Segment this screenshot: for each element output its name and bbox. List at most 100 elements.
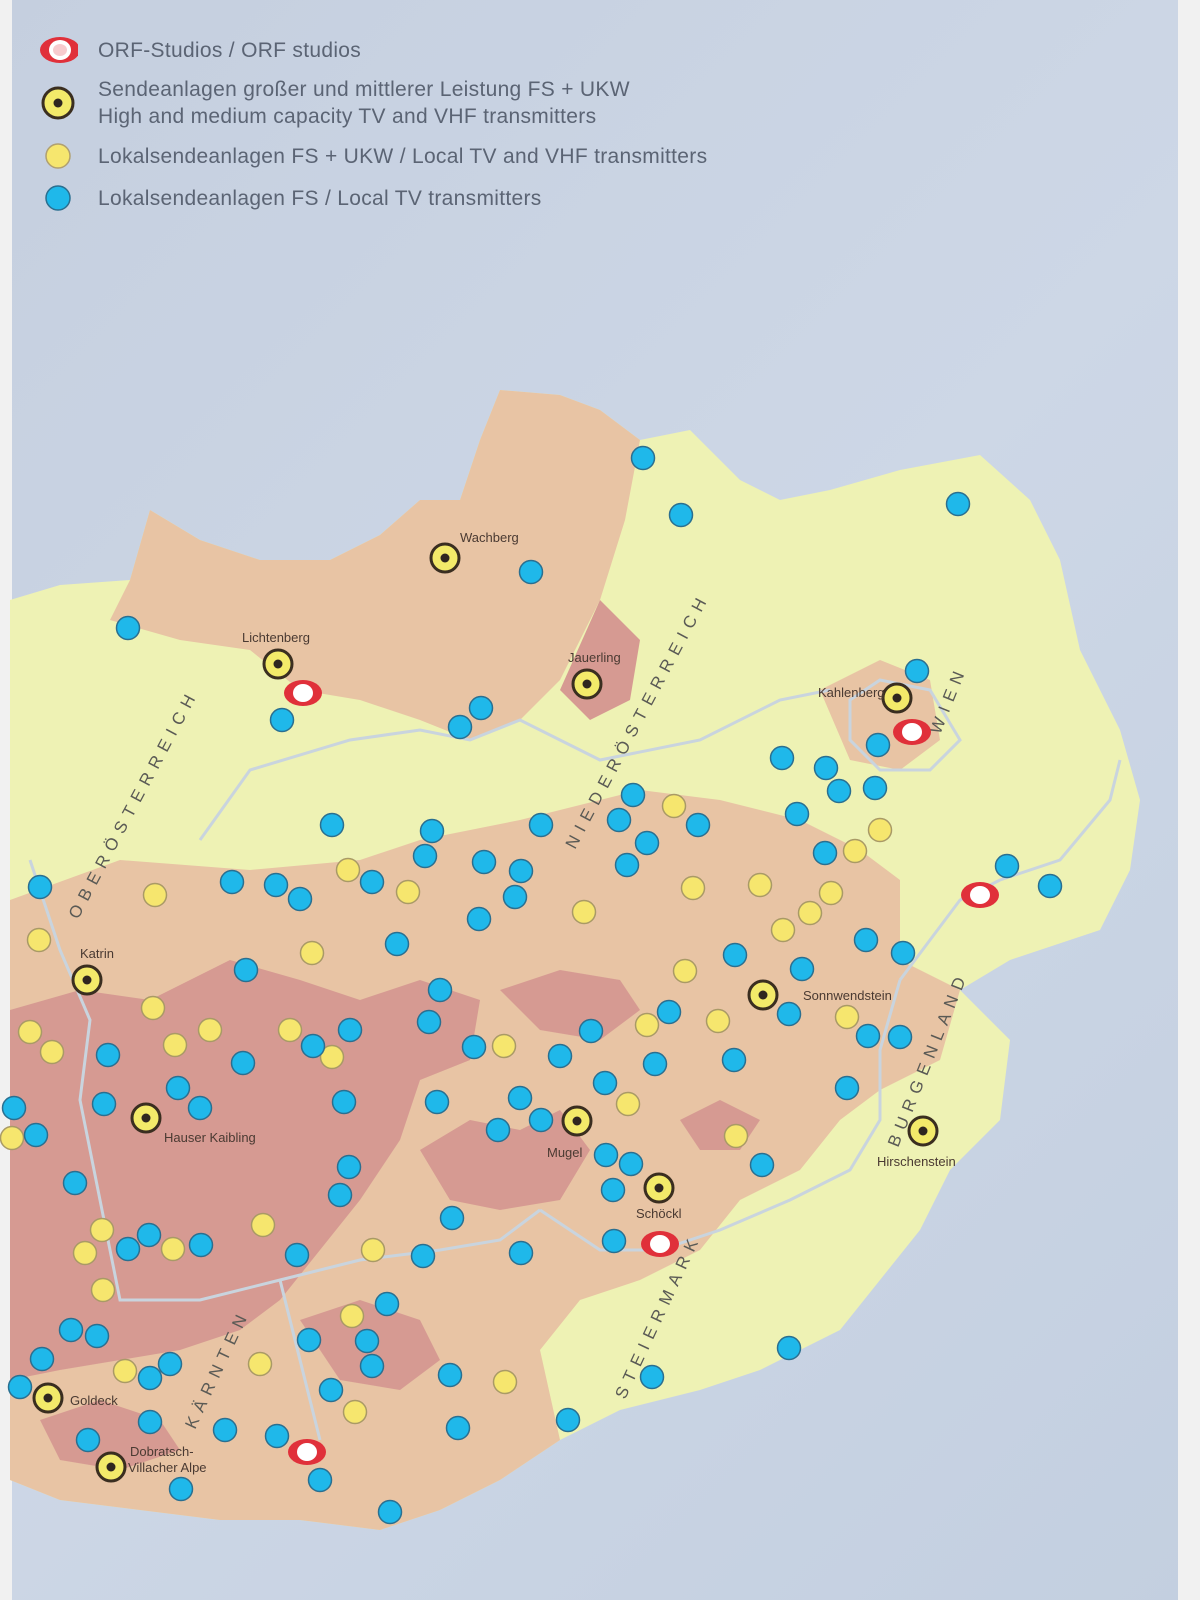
orf-studio-icon-center — [970, 886, 990, 904]
orf-studio-marker — [641, 1231, 679, 1257]
local-tv-transmitter-marker — [331, 1089, 357, 1115]
local-tv-transmitter-marker — [188, 1232, 214, 1258]
transmitter-center-dot — [273, 659, 283, 669]
high-capacity-transmitter-marker — [71, 964, 103, 996]
local-tv-transmitter-marker — [865, 732, 891, 758]
local-tv-vhf-transmitter-marker — [797, 900, 823, 926]
local-tv-transmitter-marker — [337, 1017, 363, 1043]
local-tv-transmitter-marker — [327, 1182, 353, 1208]
orf-studio-icon — [38, 34, 78, 66]
local-tv-vhf-transmitter-marker — [112, 1358, 138, 1384]
local-tv-transmitter-marker — [336, 1154, 362, 1180]
local-tv-transmitter-marker — [614, 852, 640, 878]
local-tv-transmitter-marker — [461, 1034, 487, 1060]
transmitter-center-dot — [918, 1126, 928, 1136]
local-tv-transmitter-marker — [187, 1095, 213, 1121]
local-tv-transmitter-marker — [620, 782, 646, 808]
local-tv-vhf-transmitter-marker — [672, 958, 698, 984]
local-tv-vhf-transmitter-marker — [39, 1039, 65, 1065]
local-tv-transmitter-marker — [419, 818, 445, 844]
local-tv-transmitter-marker — [416, 1009, 442, 1035]
local-tv-vhf-transmitter-marker — [72, 1240, 98, 1266]
local-tv-transmitter-marker — [994, 853, 1020, 879]
local-tv-transmitter-marker — [439, 1205, 465, 1231]
local-tv-transmitter-marker — [890, 940, 916, 966]
local-tv-transmitter-marker — [62, 1170, 88, 1196]
local-tv-transmitter-marker — [307, 1467, 333, 1493]
local-tv-transmitter-marker — [606, 807, 632, 833]
local-tv-transmitter-marker — [471, 849, 497, 875]
local-tv-vhf-transmitter-marker — [680, 875, 706, 901]
local-tv-transmitter-marker — [1, 1095, 27, 1121]
local-tv-transmitter-marker — [555, 1407, 581, 1433]
local-tv-vhf-transmitter-marker — [142, 882, 168, 908]
high-capacity-transmitter-marker — [130, 1102, 162, 1134]
local-tv-transmitter-marker — [812, 840, 838, 866]
transmitter-center-dot — [572, 1116, 582, 1126]
state-border — [898, 759, 1122, 981]
local-tv-transmitter-marker — [630, 445, 656, 471]
label-jauerling: Jauerling — [568, 650, 621, 665]
local-tv-transmitter-marker — [318, 1377, 344, 1403]
local-tv-transmitter-marker — [269, 707, 295, 733]
local-tv-vhf-transmitter-marker — [634, 1012, 660, 1038]
local-tv-vhf-transmitter-marker — [661, 793, 687, 819]
local-tv-vhf-transmitter-marker — [770, 917, 796, 943]
transmitter-center-dot — [43, 1393, 53, 1403]
mountain-area — [10, 960, 480, 1380]
local-tv-transmitter-marker — [359, 869, 385, 895]
local-tv-transmitter-marker — [887, 1024, 913, 1050]
state-borders — [28, 678, 1122, 1441]
local-tv-transmitter-marker — [813, 755, 839, 781]
local-tv-transmitter-marker — [157, 1351, 183, 1377]
transmitter-center-dot — [82, 975, 92, 985]
orf-studio-marker — [961, 882, 999, 908]
local-tv-transmitter-marker — [23, 1122, 49, 1148]
local-tv-transmitter-marker — [354, 1328, 380, 1354]
local-tv-vhf-transmitter-marker — [834, 1004, 860, 1030]
local-tv-transmitter-marker — [618, 1151, 644, 1177]
local-tv-vhf-transmitter-marker — [335, 857, 361, 883]
local-tv-vhf-transmitter-marker — [299, 940, 325, 966]
local-tv-transmitter-marker — [287, 886, 313, 912]
local-tv-vhf-transmitter-icon — [38, 140, 78, 172]
local-tv-vhf-transmitter-marker — [319, 1044, 345, 1070]
label-schoeckl: Schöckl — [636, 1206, 682, 1221]
local-tv-transmitter-marker — [639, 1364, 665, 1390]
local-tv-transmitter-marker — [601, 1228, 627, 1254]
label-mugel: Mugel — [547, 1145, 583, 1160]
local-tv-vhf-transmitter-marker — [26, 927, 52, 953]
local-tv-vhf-transmitter-marker — [140, 995, 166, 1021]
legend-label: Sendeanlagen großer und mittlerer Leistu… — [98, 78, 630, 128]
local-tv-transmitter-marker — [592, 1070, 618, 1096]
local-tv-transmitter-marker — [776, 1335, 802, 1361]
label-lichtenberg: Lichtenberg — [242, 630, 310, 645]
label-hauser-kaibling: Hauser Kaibling — [164, 1130, 256, 1145]
orf-studio-icon-center — [902, 723, 922, 741]
local-tv-vhf-transmitter-marker — [571, 899, 597, 925]
local-tv-transmitter-marker — [776, 1001, 802, 1027]
local-tv-transmitter-marker — [264, 1423, 290, 1449]
high-capacity-transmitter-marker — [95, 1451, 127, 1483]
high-capacity-transmitter-marker — [747, 979, 779, 1011]
mountain-area — [420, 1110, 590, 1210]
local-tv-transmitter-marker — [7, 1374, 33, 1400]
state-border — [278, 1279, 322, 1441]
local-tv-transmitter-marker — [447, 714, 473, 740]
mountain-area — [500, 970, 640, 1040]
transmitter-center-dot — [892, 693, 902, 703]
local-tv-vhf-transmitter-marker — [247, 1351, 273, 1377]
local-tv-transmitter-marker — [593, 1142, 619, 1168]
local-tv-vhf-transmitter-marker — [842, 838, 868, 864]
orf-studio-icon-center — [650, 1235, 670, 1253]
local-tv-transmitter-marker — [263, 872, 289, 898]
state-border — [198, 688, 831, 841]
local-tv-transmitter-marker — [91, 1091, 117, 1117]
label-kahlenberg: Kahlenberg — [818, 685, 885, 700]
local-tv-transmitter-marker — [27, 874, 53, 900]
local-tv-transmitter-marker — [296, 1327, 322, 1353]
label-sonnwendstein: Sonnwendstein — [803, 988, 892, 1003]
local-tv-transmitter-marker — [789, 956, 815, 982]
local-tv-transmitter-marker — [219, 869, 245, 895]
